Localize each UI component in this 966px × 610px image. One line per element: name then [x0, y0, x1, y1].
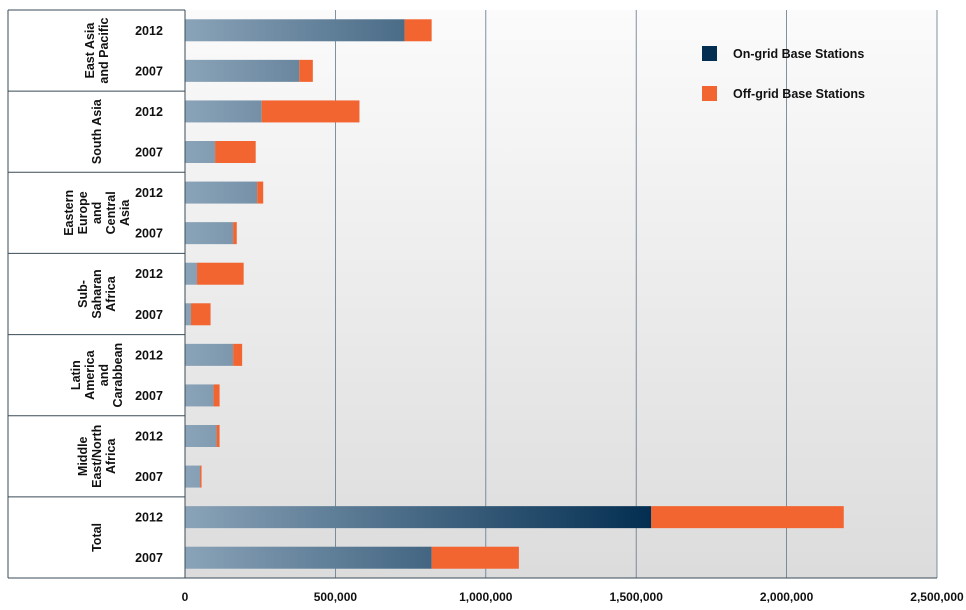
bar-off-grid [200, 465, 202, 488]
year-label: 2012 [135, 186, 163, 200]
bar-on-grid [185, 141, 216, 163]
bar-on-grid [185, 384, 214, 407]
legend-label: Off-grid Base Stations [733, 87, 865, 101]
x-axis-tick-labels: 0 500,000 1,000,000 1,500,000 2,000,000 2,500… [182, 590, 964, 604]
year-label: 2012 [135, 430, 163, 444]
bar-off-grid [213, 384, 220, 407]
axes [7, 9, 937, 579]
year-label: 2007 [135, 470, 163, 484]
bar-off-grid [233, 343, 243, 366]
x-tick-label: 2,500,000 [910, 590, 964, 604]
bar-off-grid [404, 19, 432, 42]
year-label: 2012 [135, 24, 163, 38]
category-labels: East Asiaand Pacific South Asia EasternEur… [8, 18, 185, 565]
year-label: 2007 [135, 389, 163, 403]
bar-on-grid [185, 59, 300, 82]
legend-label: On-grid Base Stations [733, 47, 864, 61]
bar-on-grid [185, 262, 198, 285]
bar-on-grid [185, 222, 234, 245]
bar-on-grid [185, 303, 192, 326]
x-tick-label: 0 [182, 590, 189, 604]
year-label: 2012 [135, 348, 163, 362]
legend-swatch [702, 86, 717, 101]
year-label: 2012 [135, 511, 163, 525]
bar-off-grid [197, 262, 244, 285]
bar-on-grid [185, 546, 432, 569]
bar-on-grid [185, 100, 262, 123]
group-label: East Asiaand Pacific [83, 18, 111, 84]
bar-on-grid [185, 465, 201, 488]
bar-off-grid [216, 425, 220, 447]
bars [185, 19, 844, 569]
bar-off-grid [651, 506, 844, 529]
bar-off-grid [215, 141, 256, 163]
x-tick-label: 1,000,000 [459, 590, 513, 604]
group-label: South Asia [90, 98, 104, 164]
bar-on-grid [185, 19, 405, 42]
bar-off-grid [233, 222, 237, 245]
legend: On-grid Base Stations Off-grid Base Stati… [702, 46, 865, 101]
year-label: 2007 [135, 308, 163, 322]
group-label: EasternEuropeandCentralAsia [62, 190, 132, 236]
group-label: LatinAmericaandCarabbean [69, 343, 125, 408]
bar-off-grid [191, 303, 211, 326]
bar-off-grid [261, 100, 360, 123]
x-tick-label: 500,000 [314, 590, 358, 604]
group-label: Sub-SaharanAfrica [76, 269, 118, 318]
bar-on-grid [185, 181, 258, 204]
year-label: 2012 [135, 105, 163, 119]
year-label: 2007 [135, 227, 163, 241]
x-tick-label: 1,500,000 [610, 590, 664, 604]
legend-swatch [702, 46, 717, 61]
year-label: 2007 [135, 551, 163, 565]
bar-off-grid [431, 546, 519, 569]
bar-on-grid [185, 425, 217, 447]
year-label: 2007 [135, 64, 163, 78]
bar-off-grid [257, 181, 264, 204]
year-label: 2012 [135, 267, 163, 281]
group-label: MiddleEast/NorthAfrica [76, 425, 118, 488]
bar-off-grid [299, 59, 313, 82]
x-tick-label: 2,000,000 [760, 590, 814, 604]
year-label: 2007 [135, 146, 163, 160]
group-label: Total [90, 523, 104, 552]
bar-on-grid [185, 506, 652, 529]
bar-on-grid [185, 343, 234, 366]
